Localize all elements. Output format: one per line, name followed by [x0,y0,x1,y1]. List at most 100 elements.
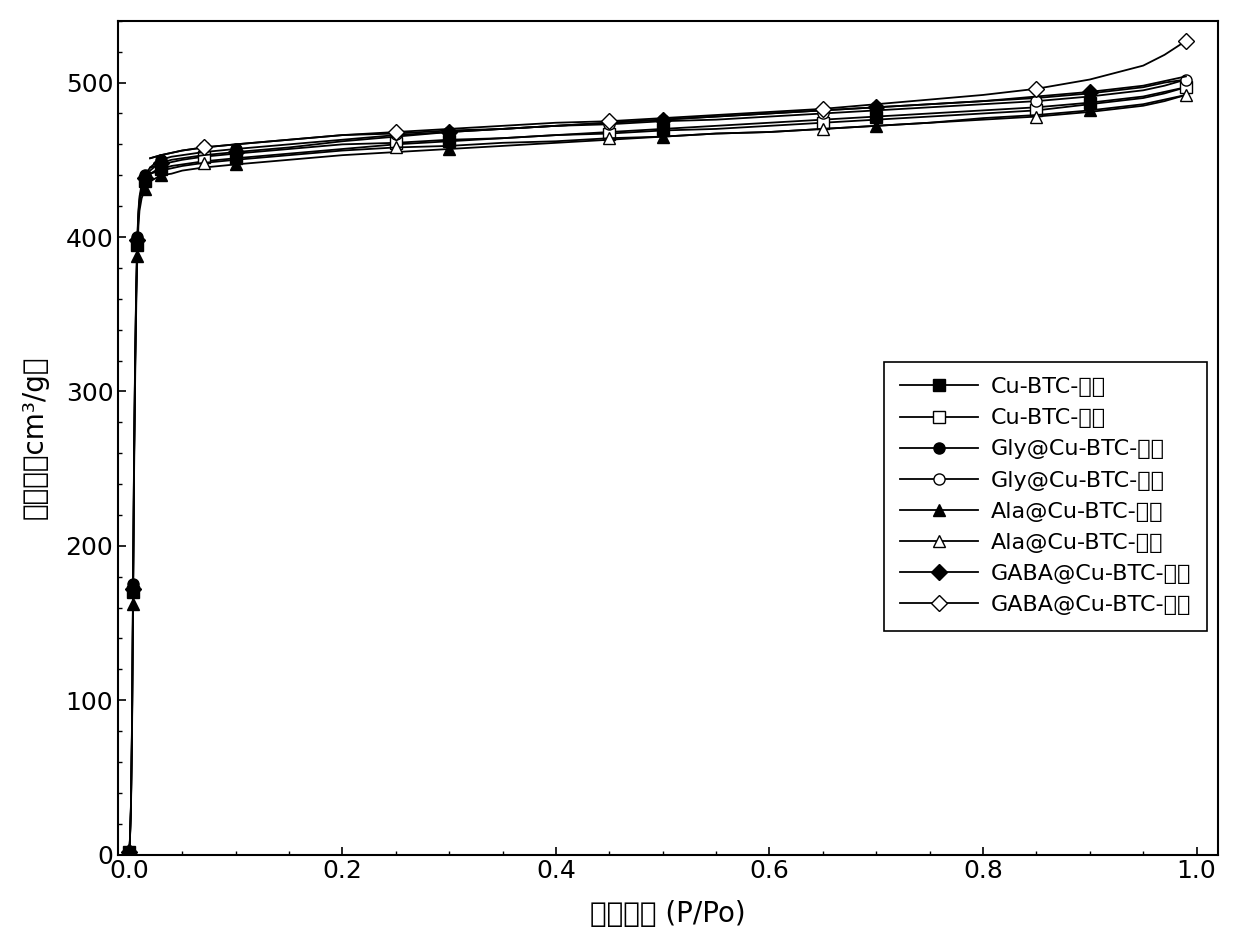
Gly@Cu-BTC-吸附 [335,134,350,145]
Cu-BTC-吸附 [129,286,144,297]
Cu-BTC-吸附 [281,148,296,159]
Ala@Cu-BTC-脱附 [923,117,937,128]
Gly@Cu-BTC-吸附 [495,123,510,135]
Cu-BTC-脱附 [869,114,884,125]
Ala@Cu-BTC-脱附 [1136,100,1151,111]
Ala@Cu-BTC-吸附 [869,121,884,132]
Cu-BTC-脱附 [495,133,510,144]
Cu-BTC-吸附 [134,185,149,196]
Cu-BTC-脱附 [1136,92,1151,103]
Ala@Cu-BTC-吸附 [126,463,141,474]
GABA@Cu-BTC-吸附 [441,126,456,138]
Ala@Cu-BTC-吸附 [548,137,563,148]
Gly@Cu-BTC-脱附 [655,116,670,127]
GABA@Cu-BTC-吸附 [125,584,140,595]
GABA@Cu-BTC-吸附 [976,96,991,107]
Gly@Cu-BTC-吸附 [281,139,296,150]
GABA@Cu-BTC-脱附 [228,139,243,150]
X-axis label: 相对压力 (P/Po): 相对压力 (P/Po) [590,901,745,928]
GABA@Cu-BTC-脱附 [1029,84,1044,95]
Ala@Cu-BTC-吸附 [335,150,350,161]
Gly@Cu-BTC-吸附 [140,165,155,177]
Ala@Cu-BTC-脱附 [495,137,510,148]
Ala@Cu-BTC-吸附 [1178,89,1193,101]
Cu-BTC-吸附 [923,108,937,120]
Cu-BTC-吸附 [122,846,136,857]
Ala@Cu-BTC-吸附 [148,173,162,184]
Cu-BTC-脱附 [441,134,456,145]
Ala@Cu-BTC-脱附 [601,133,616,144]
Cu-BTC-脱附 [816,117,831,128]
Cu-BTC-脱附 [763,121,777,132]
GABA@Cu-BTC-吸附 [228,146,243,158]
Gly@Cu-BTC-吸附 [1029,92,1044,103]
Ala@Cu-BTC-吸附 [1029,109,1044,121]
Gly@Cu-BTC-脱附 [816,108,831,120]
Gly@Cu-BTC-吸附 [601,117,616,128]
Gly@Cu-BTC-脱附 [1136,84,1151,96]
Ala@Cu-BTC-吸附 [131,220,146,232]
Ala@Cu-BTC-吸附 [601,134,616,145]
Ala@Cu-BTC-脱附 [335,145,350,157]
GABA@Cu-BTC-吸附 [1083,86,1097,98]
Cu-BTC-吸附 [869,111,884,122]
Gly@Cu-BTC-脱附 [175,145,190,157]
Gly@Cu-BTC-吸附 [1157,77,1172,88]
Line: Gly@Cu-BTC-吸附: Gly@Cu-BTC-吸附 [124,74,1192,857]
Cu-BTC-脱附 [655,124,670,136]
Ala@Cu-BTC-脱附 [143,168,157,179]
Ala@Cu-BTC-吸附 [495,140,510,152]
Line: Cu-BTC-脱附: Cu-BTC-脱附 [145,82,1192,173]
GABA@Cu-BTC-脱附 [281,134,296,145]
GABA@Cu-BTC-吸附 [816,104,831,116]
Ala@Cu-BTC-吸附 [131,205,146,216]
Cu-BTC-吸附 [1178,82,1193,93]
GABA@Cu-BTC-吸附 [763,108,777,120]
Gly@Cu-BTC-吸附 [1136,82,1151,93]
Ala@Cu-BTC-吸附 [655,131,670,142]
Line: Cu-BTC-吸附: Cu-BTC-吸附 [124,82,1192,857]
Cu-BTC-脱附 [1029,104,1044,116]
Gly@Cu-BTC-吸附 [134,178,149,190]
Ala@Cu-BTC-吸附 [1136,99,1151,110]
Cu-BTC-脱附 [228,148,243,159]
GABA@Cu-BTC-脱附 [1178,35,1193,47]
Gly@Cu-BTC-脱附 [601,119,616,130]
Cu-BTC-吸附 [1029,102,1044,113]
Gly@Cu-BTC-吸附 [708,111,723,122]
Cu-BTC-吸附 [124,803,139,814]
Ala@Cu-BTC-吸附 [763,126,777,138]
Ala@Cu-BTC-脱附 [976,114,991,125]
Ala@Cu-BTC-吸附 [128,370,143,381]
Ala@Cu-BTC-脱附 [816,123,831,135]
Ala@Cu-BTC-脱附 [1157,96,1172,107]
GABA@Cu-BTC-吸附 [1029,91,1044,102]
Cu-BTC-吸附 [228,153,243,164]
Cu-BTC-吸附 [123,837,138,848]
GABA@Cu-BTC-脱附 [1157,49,1172,61]
Ala@Cu-BTC-吸附 [196,162,211,174]
Gly@Cu-BTC-脱附 [495,123,510,135]
Gly@Cu-BTC-吸附 [196,146,211,158]
Gly@Cu-BTC-脱附 [548,121,563,132]
Ala@Cu-BTC-脱附 [281,150,296,161]
Cu-BTC-吸附 [816,114,831,125]
Cu-BTC-吸附 [143,168,157,179]
Cu-BTC-脱附 [388,137,403,148]
Gly@Cu-BTC-吸附 [128,347,143,359]
Ala@Cu-BTC-吸附 [441,143,456,155]
GABA@Cu-BTC-吸附 [122,846,136,857]
Cu-BTC-吸附 [148,165,162,177]
Cu-BTC-吸附 [126,448,141,459]
Ala@Cu-BTC-脱附 [154,165,169,177]
Ala@Cu-BTC-吸附 [134,193,149,204]
Ala@Cu-BTC-脱附 [655,131,670,142]
GABA@Cu-BTC-脱附 [154,150,169,161]
Gly@Cu-BTC-吸附 [124,800,139,811]
Cu-BTC-吸附 [763,117,777,128]
Cu-BTC-吸附 [128,355,143,366]
Gly@Cu-BTC-吸附 [869,102,884,113]
Ala@Cu-BTC-吸附 [138,183,153,195]
Line: Ala@Cu-BTC-吸附: Ala@Cu-BTC-吸附 [123,88,1192,858]
Gly@Cu-BTC-吸附 [816,104,831,116]
